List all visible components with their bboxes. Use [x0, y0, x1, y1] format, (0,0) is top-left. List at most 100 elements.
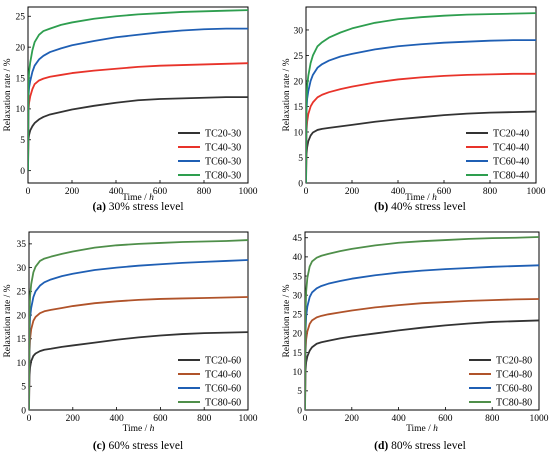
- x-axis-label: Time / h: [405, 193, 437, 203]
- panel-caption: (a) 30% stress level: [92, 201, 183, 213]
- x-tick-label: 1000: [530, 414, 549, 424]
- legend-label: TC40-40: [493, 143, 529, 154]
- y-axis-label: Relaxation rate / %: [282, 58, 292, 131]
- panel-caption: (c) 60% stress level: [93, 440, 183, 452]
- y-tick-label: 40: [293, 253, 303, 263]
- y-tick-label: 10: [17, 359, 27, 369]
- x-tick-label: 600: [153, 414, 168, 424]
- y-tick-label: 15: [16, 74, 26, 84]
- series-line-TC80-60: [29, 239, 248, 410]
- chart-panel-4: 0 200 400 600 800 1000 0 5 10 15 20 25 30 35 40 45 Time …: [282, 231, 549, 452]
- x-tick-label: 0: [26, 187, 31, 197]
- series-line-TC80-40: [306, 12, 536, 183]
- y-tick-label: 5: [298, 154, 303, 164]
- y-tick-label: 20: [294, 77, 304, 87]
- panel-caption-tag: (b): [374, 201, 388, 213]
- y-tick-label: 10: [293, 368, 303, 378]
- panel-caption-text: 40% stress level: [388, 201, 466, 213]
- panel-caption-tag: (a): [92, 201, 106, 213]
- y-tick-label: 5: [21, 383, 26, 393]
- legend-label: TC20-60: [205, 356, 241, 367]
- y-tick-label: 0: [21, 406, 26, 416]
- x-axis-label-unit: h: [433, 424, 438, 434]
- x-tick-label: 200: [66, 414, 81, 424]
- y-tick-label: 0: [298, 179, 303, 189]
- x-axis-label: Time / h: [122, 193, 154, 203]
- series-line-TC80-80: [305, 236, 539, 410]
- y-tick-label: 5: [297, 387, 302, 397]
- series-line-TC60-30: [28, 27, 248, 171]
- x-axis-label-text: Time /: [122, 193, 149, 203]
- x-tick-label: 1000: [527, 187, 546, 197]
- y-tick-label: 45: [293, 234, 303, 244]
- y-tick-label: 30: [294, 26, 304, 36]
- x-axis-label-text: Time /: [123, 424, 150, 434]
- y-tick-label: 25: [293, 311, 303, 321]
- x-tick-label: 0: [27, 414, 32, 424]
- series-line-TC40-40: [306, 72, 536, 183]
- y-tick-label: 30: [293, 291, 303, 301]
- x-tick-label: 200: [345, 414, 360, 424]
- legend-label: TC60-80: [496, 384, 532, 395]
- legend-label: TC40-30: [205, 143, 241, 154]
- legend-label: TC20-80: [496, 356, 532, 367]
- x-axis-label: Time / h: [123, 424, 155, 434]
- x-tick-label: 400: [391, 414, 406, 424]
- panel-caption: (d) 80% stress level: [374, 440, 466, 452]
- x-axis-label-text: Time /: [406, 424, 433, 434]
- x-tick-label: 600: [153, 187, 168, 197]
- y-tick-label: 35: [293, 272, 303, 282]
- x-tick-label: 1000: [239, 187, 258, 197]
- legend-label: TC80-40: [493, 171, 529, 182]
- y-tick-label: 5: [20, 136, 25, 146]
- x-tick-label: 200: [65, 187, 80, 197]
- x-tick-label: 400: [109, 187, 124, 197]
- x-tick-label: 800: [483, 187, 498, 197]
- chart-panel-2: 0 200 400 600 800 1000 0 5 10 15 20 25 30 Time / h Rel…: [282, 6, 546, 213]
- y-tick-label: 25: [16, 13, 26, 23]
- panel-caption: (b) 40% stress level: [374, 201, 466, 213]
- series-line-TC40-30: [28, 62, 248, 171]
- y-tick-label: 30: [17, 264, 27, 274]
- series-line-TC60-40: [306, 39, 536, 183]
- x-tick-label: 400: [391, 187, 406, 197]
- panel-caption-text: 80% stress level: [388, 440, 466, 452]
- chart-panel-1: 0 200 400 600 800 1000 0 5 10 15 20 25 Time / h Relax…: [3, 6, 258, 213]
- panel-caption-text: 60% stress level: [106, 440, 184, 452]
- x-tick-label: 800: [197, 187, 212, 197]
- series-line-TC40-60: [29, 296, 248, 410]
- y-tick-label: 25: [17, 288, 27, 298]
- y-tick-label: 20: [16, 43, 26, 53]
- chart-panel-3: 0 200 400 600 800 1000 0 5 10 15 20 25 30 35 Time / h R…: [3, 231, 258, 452]
- y-tick-label: 25: [294, 52, 304, 62]
- legend-label: TC60-60: [205, 384, 241, 395]
- series-line-TC20-30: [28, 96, 248, 171]
- panel-caption-text: 30% stress level: [106, 201, 184, 213]
- y-tick-label: 35: [17, 240, 27, 250]
- panel-caption-tag: (c): [93, 440, 106, 452]
- legend-label: TC80-60: [205, 398, 241, 409]
- series-line-TC20-60: [29, 331, 248, 410]
- legend-label: TC80-80: [496, 398, 532, 409]
- panel-caption-tag: (d): [374, 440, 388, 452]
- legend-label: TC60-40: [493, 157, 529, 168]
- y-tick-label: 15: [294, 103, 304, 113]
- legend-label: TC40-80: [496, 370, 532, 381]
- x-tick-label: 1000: [239, 414, 258, 424]
- x-tick-label: 800: [485, 414, 500, 424]
- y-tick-label: 10: [294, 128, 304, 138]
- y-axis-label: Relaxation rate / %: [282, 284, 292, 357]
- y-axis-label: Relaxation rate / %: [3, 284, 13, 357]
- legend-label: TC20-30: [205, 129, 241, 140]
- x-tick-label: 0: [304, 187, 309, 197]
- series-line-TC40-80: [305, 298, 539, 410]
- x-axis-label-unit: h: [149, 193, 154, 203]
- y-tick-label: 15: [17, 335, 27, 345]
- x-tick-label: 400: [109, 414, 124, 424]
- series-line-TC60-60: [29, 259, 248, 410]
- x-axis-label-unit: h: [432, 193, 437, 203]
- x-axis-label-text: Time /: [405, 193, 432, 203]
- x-axis-label: Time / h: [406, 424, 438, 434]
- y-tick-label: 15: [293, 349, 303, 359]
